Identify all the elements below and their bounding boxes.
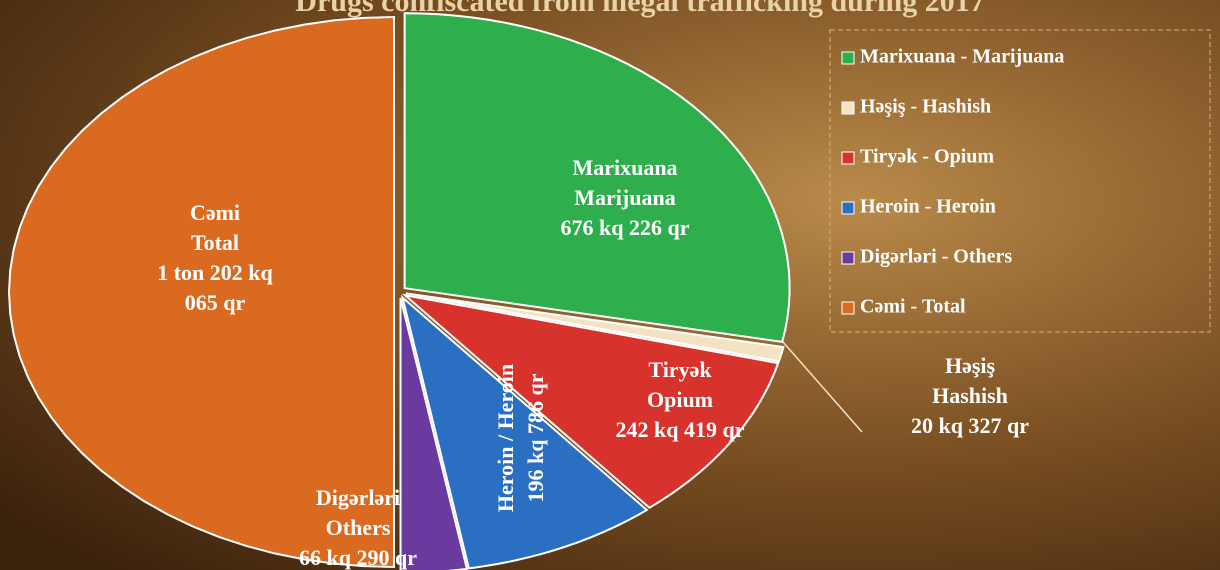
slice-label-text: Hashish [932,383,1008,408]
legend-label: Tiryək - Opium [860,146,994,168]
legend-swatch [842,202,854,214]
slice-label-text: Tiryək [648,357,712,382]
legend-swatch [842,252,854,264]
slice-label-text: Marijuana [574,185,675,210]
slice-label-text: 242 kq 419 qr [616,417,745,442]
slice-label-text: Opium [647,387,713,412]
legend-swatch [842,152,854,164]
legend-label: Marixuana - Marijuana [860,46,1064,68]
chart-title: Drugs confiscated from illegal trafficki… [295,0,984,18]
slice-label-text: Cəmi [190,200,240,225]
legend-swatch [842,102,854,114]
slice-label-text: Marixuana [572,155,677,180]
slice-label: Marixuana Marijuana 676 kq 226 qr [561,155,690,240]
legend-label: Heroin - Heroin [860,196,996,218]
slice-label-text: 66 kq 290 qr [299,545,417,570]
slice-label-text: Digərləri [316,485,400,510]
slice-label-text: 676 kq 226 qr [561,215,690,240]
slice-label-text: Others [326,515,391,540]
legend-swatch [842,52,854,64]
legend-label: Cəmi - Total [860,296,966,318]
legend-swatch [842,302,854,314]
slice-label-text: 065 qr [185,290,246,315]
slice-label-text: Total [191,230,239,255]
legend-label: Həşiş - Hashish [860,96,991,118]
slice-label-text: Heroin / Heroin [493,364,518,512]
slice-label-text: 196 kq 786 qr [523,373,548,502]
slice-label-text: Həşiş [945,353,996,378]
chart: Drugs confiscated from illegal trafficki… [0,0,1220,570]
legend-label: Digərləri - Others [860,246,1012,268]
slice-label-text: 20 kq 327 qr [911,413,1029,438]
slice-label-text: 1 ton 202 kq [157,260,273,285]
